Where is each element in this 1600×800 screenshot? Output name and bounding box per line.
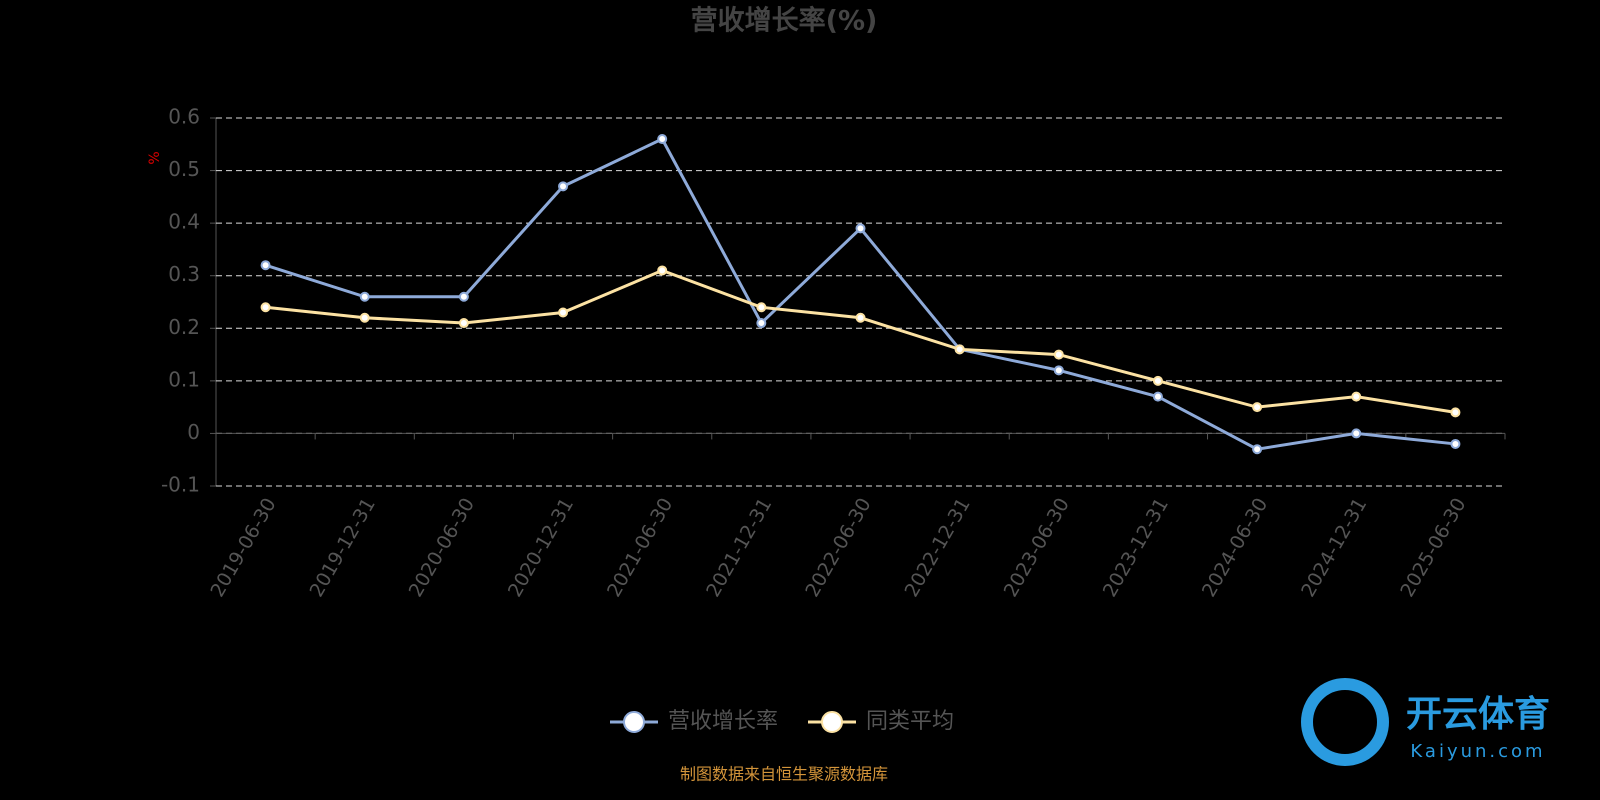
data-point <box>657 265 668 276</box>
logo <box>1301 678 1389 766</box>
data-point <box>855 223 866 234</box>
y-tick-label: 0.4 <box>168 210 200 234</box>
legend-marker <box>821 711 843 733</box>
data-point <box>558 307 569 318</box>
legend-label: 同类平均 <box>866 709 954 734</box>
data-point <box>1252 444 1263 455</box>
data-point <box>1351 391 1362 402</box>
watermark-site: Kaiyun.com <box>1410 741 1545 762</box>
data-point <box>1152 375 1163 386</box>
data-point <box>260 302 271 313</box>
data-point <box>1053 349 1064 360</box>
y-tick-label: 0.1 <box>168 367 200 391</box>
data-point <box>458 291 469 302</box>
legend-marker <box>623 711 645 733</box>
data-point <box>756 318 767 329</box>
data-point <box>558 181 569 192</box>
data-point <box>756 302 767 313</box>
data-point <box>359 312 370 323</box>
data-point <box>1252 402 1263 413</box>
y-tick-label: 0.2 <box>168 315 200 339</box>
data-point <box>855 312 866 323</box>
y-tick-label: 0 <box>187 420 200 444</box>
data-point <box>657 134 668 145</box>
watermark-name: 开云体育 <box>1406 694 1550 735</box>
data-point <box>359 291 370 302</box>
y-tick-label: 0.3 <box>168 262 200 286</box>
chart-title: 营收增长率(%) <box>691 5 878 37</box>
data-point <box>1450 407 1461 418</box>
watermark: 开云体育 Kaiyun.com <box>1301 678 1550 766</box>
legend-label: 营收增长率 <box>668 709 778 734</box>
data-point <box>260 260 271 271</box>
data-point <box>1351 428 1362 439</box>
data-point <box>954 344 965 355</box>
y-tick-label: 0.6 <box>168 105 200 129</box>
data-point <box>1053 365 1064 376</box>
data-point <box>1450 438 1461 449</box>
source-note: 制图数据来自恒生聚源数据库 <box>680 765 888 784</box>
data-point <box>458 318 469 329</box>
data-point <box>1152 391 1163 402</box>
y-tick-label: -0.1 <box>161 473 200 497</box>
y-tick-label: 0.5 <box>168 157 200 181</box>
y-axis-label: % <box>147 151 163 164</box>
